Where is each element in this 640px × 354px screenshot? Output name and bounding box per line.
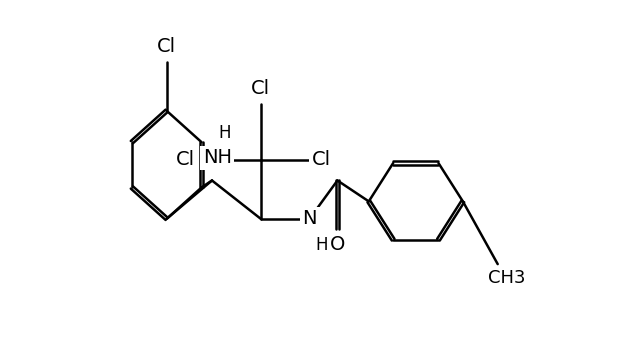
Text: Cl: Cl: [252, 79, 270, 98]
Text: N: N: [302, 209, 317, 228]
Text: Cl: Cl: [157, 37, 176, 56]
Text: H: H: [316, 236, 328, 254]
Text: CH3: CH3: [488, 269, 525, 287]
Text: Cl: Cl: [176, 150, 195, 169]
Text: O: O: [330, 235, 345, 255]
Text: H: H: [218, 125, 230, 142]
Text: NH: NH: [203, 148, 232, 167]
Text: Cl: Cl: [312, 150, 332, 169]
